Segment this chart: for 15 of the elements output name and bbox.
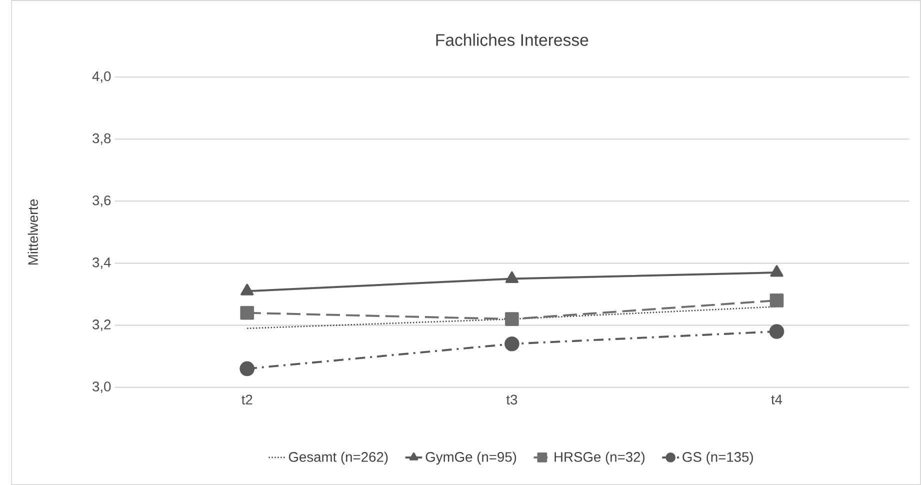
y-tick-label: 3,6 — [92, 195, 111, 207]
legend-label: HRSGe (n=32) — [554, 452, 645, 465]
x-tick-label: t2 — [242, 394, 252, 404]
y-tick-label: 3,4 — [92, 257, 111, 269]
y-tick-label: 3,2 — [92, 319, 111, 331]
legend-label: GS (n=135) — [682, 452, 753, 465]
y-tick-label: 3,8 — [92, 133, 111, 145]
x-tick-label: t4 — [771, 394, 782, 404]
chart-title: Fachliches Interesse — [436, 34, 588, 46]
x-tick-label: t3 — [506, 394, 518, 404]
y-tick-label: 3,0 — [92, 382, 111, 393]
y-axis-title: Mittelwerte — [28, 199, 38, 264]
y-tick-label: 4,0 — [92, 71, 111, 83]
legend-label: GymGe (n=95) — [426, 452, 516, 465]
legend-label: Gesamt (n=262) — [288, 452, 388, 465]
